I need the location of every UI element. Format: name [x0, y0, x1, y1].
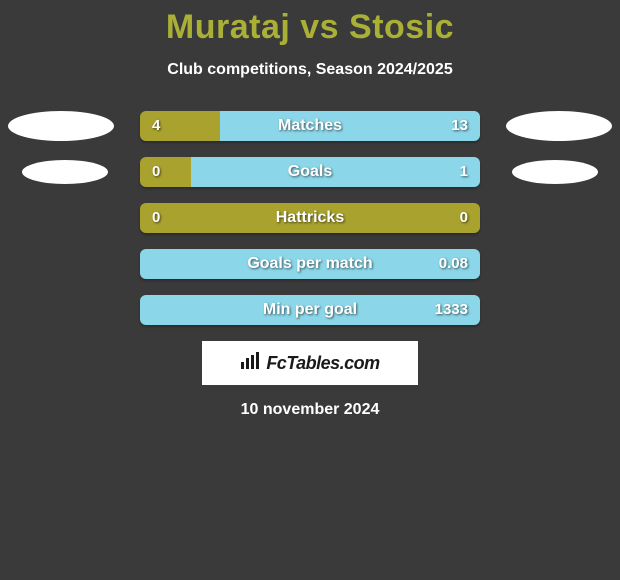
- comparison-title: Murataj vs Stosic: [0, 0, 620, 47]
- stat-value-right: 1333: [435, 295, 468, 325]
- stat-row: Goals per match0.08: [0, 249, 620, 279]
- stat-value-left: 0: [152, 203, 160, 233]
- stat-row: Matches413: [0, 111, 620, 141]
- player-badge-right: [512, 160, 598, 184]
- stat-bar-right: [140, 249, 480, 279]
- stat-bar: [140, 203, 480, 233]
- stat-value-left: 4: [152, 111, 160, 141]
- player-badge-right: [506, 111, 612, 141]
- stat-bar-right: [191, 157, 480, 187]
- player-badge-left: [8, 111, 114, 141]
- stat-value-right: 0: [460, 203, 468, 233]
- stat-bar-left: [140, 157, 191, 187]
- stat-value-right: 0.08: [439, 249, 468, 279]
- stat-bar-left: [140, 203, 480, 233]
- bar-chart-icon: [240, 352, 260, 375]
- stat-value-right: 13: [451, 111, 468, 141]
- source-logo-text: FcTables.com: [266, 353, 379, 374]
- stat-bar: [140, 111, 480, 141]
- stat-bar-right: [140, 295, 480, 325]
- stats-chart: Matches413Goals01Hattricks00Goals per ma…: [0, 111, 620, 325]
- source-logo: FcTables.com: [202, 341, 418, 385]
- snapshot-date: 10 november 2024: [0, 401, 620, 419]
- stat-bar: [140, 249, 480, 279]
- stat-value-left: 0: [152, 157, 160, 187]
- stat-bar-right: [220, 111, 480, 141]
- comparison-subtitle: Club competitions, Season 2024/2025: [0, 61, 620, 79]
- stat-row: Min per goal1333: [0, 295, 620, 325]
- player-badge-left: [22, 160, 108, 184]
- stat-row: Hattricks00: [0, 203, 620, 233]
- stat-row: Goals01: [0, 157, 620, 187]
- stat-value-right: 1: [460, 157, 468, 187]
- stat-bar: [140, 157, 480, 187]
- stat-bar: [140, 295, 480, 325]
